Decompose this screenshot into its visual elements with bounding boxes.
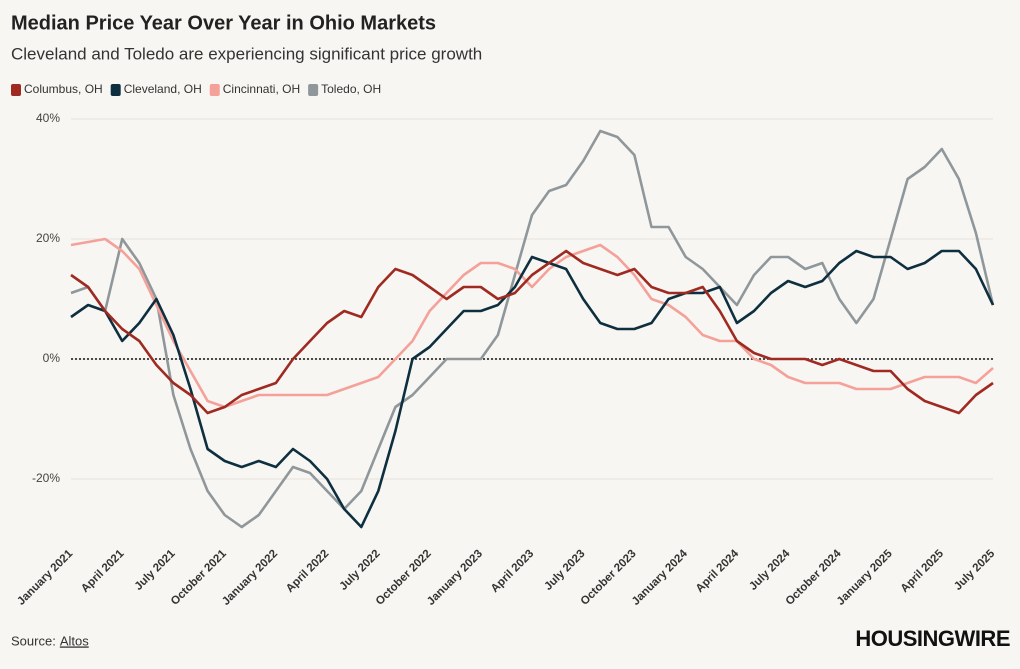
source-link[interactable]: Altos <box>60 633 89 648</box>
legend-swatch <box>308 84 319 96</box>
brand-logo: HOUSINGWIRE <box>855 626 1010 651</box>
source-label: Source: <box>11 633 56 648</box>
legend-label: Columbus, OH <box>24 82 103 96</box>
y-tick-label: 20% <box>36 231 60 245</box>
legend-label: Toledo, OH <box>321 82 381 96</box>
series-line <box>70 249 994 415</box>
y-tick-label: -20% <box>32 471 60 485</box>
legend-swatch <box>110 84 121 96</box>
y-tick-label: 0% <box>43 351 61 365</box>
legend-swatch <box>209 84 220 96</box>
chart-subtitle: Cleveland and Toledo are experiencing si… <box>11 44 482 63</box>
legend-swatch <box>11 84 21 96</box>
series-line <box>70 129 995 529</box>
series-line <box>70 249 995 529</box>
legend-label: Cincinnati, OH <box>223 82 300 96</box>
y-tick-label: 40% <box>36 111 60 125</box>
chart-title: Median Price Year Over Year in Ohio Mark… <box>11 12 436 34</box>
legend-label: Cleveland, OH <box>124 82 202 96</box>
